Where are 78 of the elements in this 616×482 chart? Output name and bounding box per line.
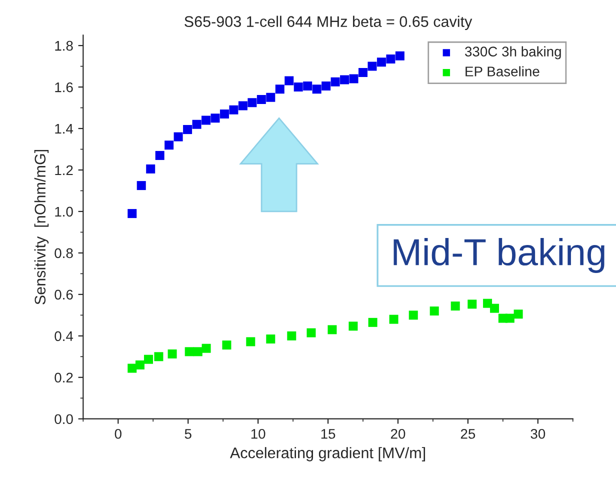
- point: [358, 68, 368, 78]
- point: [468, 300, 477, 309]
- point: [330, 77, 340, 86]
- point: [266, 334, 276, 344]
- point: [155, 150, 164, 160]
- point: [192, 120, 202, 129]
- x-axis-title: Accelerating gradient [MV/m]: [230, 447, 426, 462]
- point: [184, 347, 194, 356]
- point: [128, 209, 137, 218]
- x-tick-label: 5: [184, 429, 192, 439]
- x-tick-label: 15: [321, 429, 336, 439]
- point: [256, 94, 266, 104]
- legend-label: 330C 3h baking: [465, 46, 561, 60]
- point: [386, 54, 396, 64]
- point: [450, 302, 460, 311]
- point: [340, 75, 350, 84]
- point: [202, 116, 211, 125]
- point: [376, 58, 386, 67]
- point: [202, 344, 211, 353]
- x-tick-label: 10: [251, 428, 266, 439]
- y-tick-label: 1.8: [55, 40, 73, 51]
- point: [322, 81, 331, 90]
- point: [266, 92, 276, 102]
- point: [246, 337, 256, 346]
- x-tick-label: 0: [114, 428, 122, 439]
- point: [275, 84, 284, 94]
- point: [136, 181, 146, 190]
- annotation: Mid-T baking: [394, 238, 604, 273]
- point: [174, 132, 183, 142]
- point: [146, 164, 156, 174]
- point: [193, 347, 202, 356]
- point: [328, 325, 337, 334]
- y-tick-label: 0.2: [54, 372, 73, 383]
- point: [408, 310, 418, 320]
- point: [287, 331, 296, 340]
- point: [168, 349, 177, 358]
- y-axis-title: Sensitivity [nOhm/mG]: [34, 150, 49, 304]
- point: [349, 74, 358, 84]
- point: [238, 101, 248, 110]
- point: [306, 328, 316, 338]
- point: [514, 310, 523, 319]
- point: [490, 304, 500, 313]
- y-tick-label: 1.6: [55, 82, 73, 92]
- point: [505, 314, 514, 323]
- point: [154, 352, 164, 362]
- x-tick-label: 30: [530, 428, 546, 439]
- point: [430, 306, 439, 316]
- y-tick-label: 0.8: [54, 248, 73, 258]
- point: [294, 82, 303, 92]
- point: [183, 125, 192, 134]
- chart-title: S65-903 1-cell 644 MHz beta = 0.65 cavity: [184, 16, 472, 30]
- y-tick-label: 0.6: [54, 290, 73, 300]
- y-tick-label: 1.2: [55, 165, 73, 176]
- y-tick-label: 0.0: [54, 414, 73, 424]
- point: [368, 62, 377, 71]
- point: [164, 140, 174, 150]
- legend-label: EP Baseline: [466, 66, 540, 76]
- point: [303, 81, 312, 90]
- point: [395, 51, 404, 60]
- point: [135, 360, 144, 370]
- point: [144, 354, 154, 364]
- point: [229, 105, 238, 114]
- point: [368, 318, 378, 327]
- point: [483, 298, 492, 308]
- y-tick-label: 1.0: [55, 206, 73, 217]
- point: [220, 109, 229, 118]
- x-tick-label: 25: [460, 428, 476, 439]
- y-tick-label: 0.4: [54, 331, 74, 342]
- point: [128, 364, 137, 373]
- point: [389, 314, 398, 324]
- x-tick-label: 20: [390, 428, 406, 439]
- point: [210, 114, 220, 123]
- point: [348, 322, 358, 331]
- point: [284, 76, 294, 86]
- point: [222, 340, 232, 350]
- point: [312, 84, 322, 94]
- y-tick-label: 1.4: [55, 124, 74, 134]
- point: [248, 98, 257, 108]
